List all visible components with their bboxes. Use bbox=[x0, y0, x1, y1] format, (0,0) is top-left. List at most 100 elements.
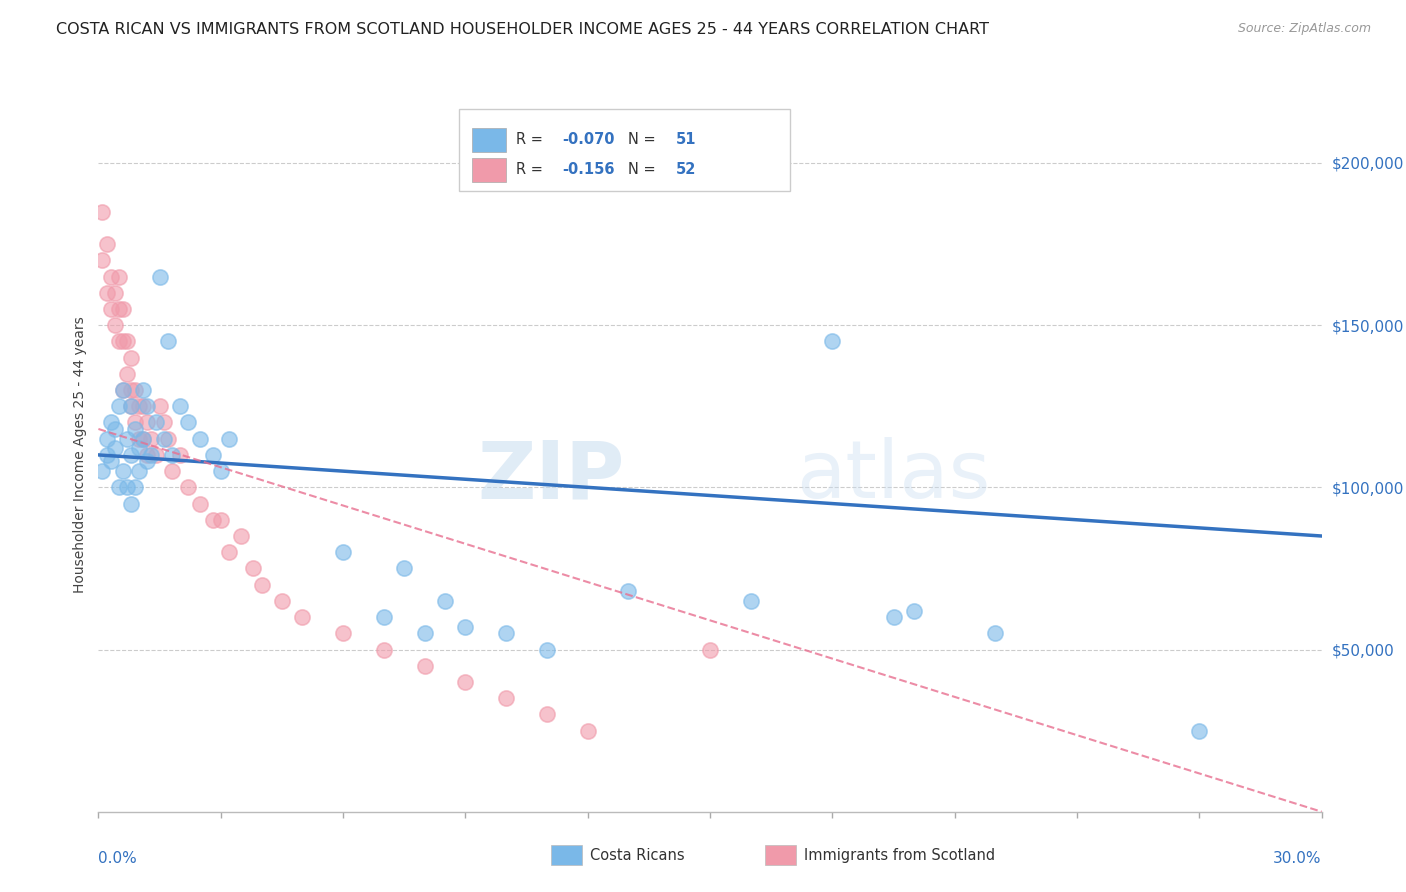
Point bbox=[96, 237, 118, 252]
FancyBboxPatch shape bbox=[765, 846, 796, 865]
Point bbox=[100, 269, 122, 284]
Point bbox=[120, 399, 142, 413]
Point bbox=[132, 432, 155, 446]
Point bbox=[132, 383, 155, 397]
Point bbox=[124, 480, 146, 494]
Point bbox=[96, 285, 118, 300]
Point bbox=[111, 334, 134, 349]
Text: N =: N = bbox=[628, 162, 661, 177]
Point bbox=[177, 416, 200, 430]
Text: R =: R = bbox=[516, 132, 547, 147]
Point bbox=[617, 584, 640, 599]
Point bbox=[332, 626, 354, 640]
Point bbox=[141, 432, 163, 446]
Point bbox=[111, 383, 134, 397]
Point bbox=[373, 610, 395, 624]
Point bbox=[91, 253, 114, 268]
Point bbox=[250, 577, 273, 591]
Point bbox=[169, 448, 191, 462]
Point bbox=[145, 416, 167, 430]
Point bbox=[156, 432, 179, 446]
Point bbox=[141, 448, 163, 462]
Point bbox=[156, 334, 179, 349]
Point bbox=[100, 301, 122, 316]
Point bbox=[120, 497, 142, 511]
Point bbox=[169, 399, 191, 413]
Point bbox=[132, 432, 155, 446]
Point bbox=[104, 442, 127, 456]
Point bbox=[231, 529, 253, 543]
Text: -0.070: -0.070 bbox=[562, 132, 614, 147]
Point bbox=[96, 448, 118, 462]
Point bbox=[120, 448, 142, 462]
Text: R =: R = bbox=[516, 162, 547, 177]
Point bbox=[96, 432, 118, 446]
Point bbox=[413, 658, 436, 673]
FancyBboxPatch shape bbox=[551, 846, 582, 865]
Point bbox=[392, 561, 416, 575]
Point bbox=[104, 285, 127, 300]
Point bbox=[100, 454, 122, 468]
Point bbox=[136, 454, 159, 468]
Point bbox=[91, 204, 114, 219]
Point bbox=[454, 675, 477, 690]
Point bbox=[136, 416, 159, 430]
Point bbox=[883, 610, 905, 624]
Point bbox=[132, 399, 155, 413]
Point bbox=[149, 399, 172, 413]
Point bbox=[115, 480, 138, 494]
Point bbox=[160, 448, 183, 462]
Point bbox=[108, 334, 131, 349]
Point bbox=[536, 642, 558, 657]
Point bbox=[111, 383, 134, 397]
Point bbox=[332, 545, 354, 559]
Text: N =: N = bbox=[628, 132, 661, 147]
Point bbox=[821, 334, 844, 349]
Point bbox=[136, 448, 159, 462]
Point bbox=[91, 464, 114, 478]
Text: 52: 52 bbox=[676, 162, 696, 177]
Point bbox=[152, 432, 174, 446]
Point bbox=[699, 642, 721, 657]
FancyBboxPatch shape bbox=[460, 109, 790, 191]
Point bbox=[536, 707, 558, 722]
Point bbox=[124, 422, 146, 436]
Point bbox=[120, 351, 142, 365]
Text: COSTA RICAN VS IMMIGRANTS FROM SCOTLAND HOUSEHOLDER INCOME AGES 25 - 44 YEARS CO: COSTA RICAN VS IMMIGRANTS FROM SCOTLAND … bbox=[56, 22, 990, 37]
Point bbox=[128, 442, 150, 456]
Y-axis label: Householder Income Ages 25 - 44 years: Householder Income Ages 25 - 44 years bbox=[73, 317, 87, 593]
Point bbox=[120, 383, 142, 397]
Point bbox=[136, 399, 159, 413]
Point bbox=[576, 723, 599, 738]
Point bbox=[984, 626, 1007, 640]
Point bbox=[104, 318, 127, 333]
Point bbox=[124, 383, 146, 397]
Point bbox=[108, 399, 131, 413]
Point bbox=[120, 399, 142, 413]
Point bbox=[111, 464, 134, 478]
Point bbox=[270, 594, 294, 608]
Point bbox=[201, 448, 224, 462]
Text: -0.156: -0.156 bbox=[562, 162, 614, 177]
Point bbox=[149, 269, 172, 284]
Point bbox=[160, 464, 183, 478]
Point bbox=[218, 545, 240, 559]
Text: Costa Ricans: Costa Ricans bbox=[591, 847, 685, 863]
Point bbox=[188, 497, 212, 511]
Point bbox=[413, 626, 436, 640]
Point bbox=[903, 604, 925, 618]
Point bbox=[128, 464, 150, 478]
FancyBboxPatch shape bbox=[471, 128, 506, 153]
Text: ZIP: ZIP bbox=[477, 437, 624, 516]
Point bbox=[115, 367, 138, 381]
Text: 0.0%: 0.0% bbox=[98, 851, 138, 866]
Point bbox=[177, 480, 200, 494]
Point bbox=[495, 626, 517, 640]
Point bbox=[128, 432, 150, 446]
Point bbox=[108, 269, 131, 284]
Point bbox=[291, 610, 314, 624]
Point bbox=[1188, 723, 1211, 738]
Point bbox=[201, 513, 224, 527]
Point bbox=[124, 416, 146, 430]
Point bbox=[115, 432, 138, 446]
